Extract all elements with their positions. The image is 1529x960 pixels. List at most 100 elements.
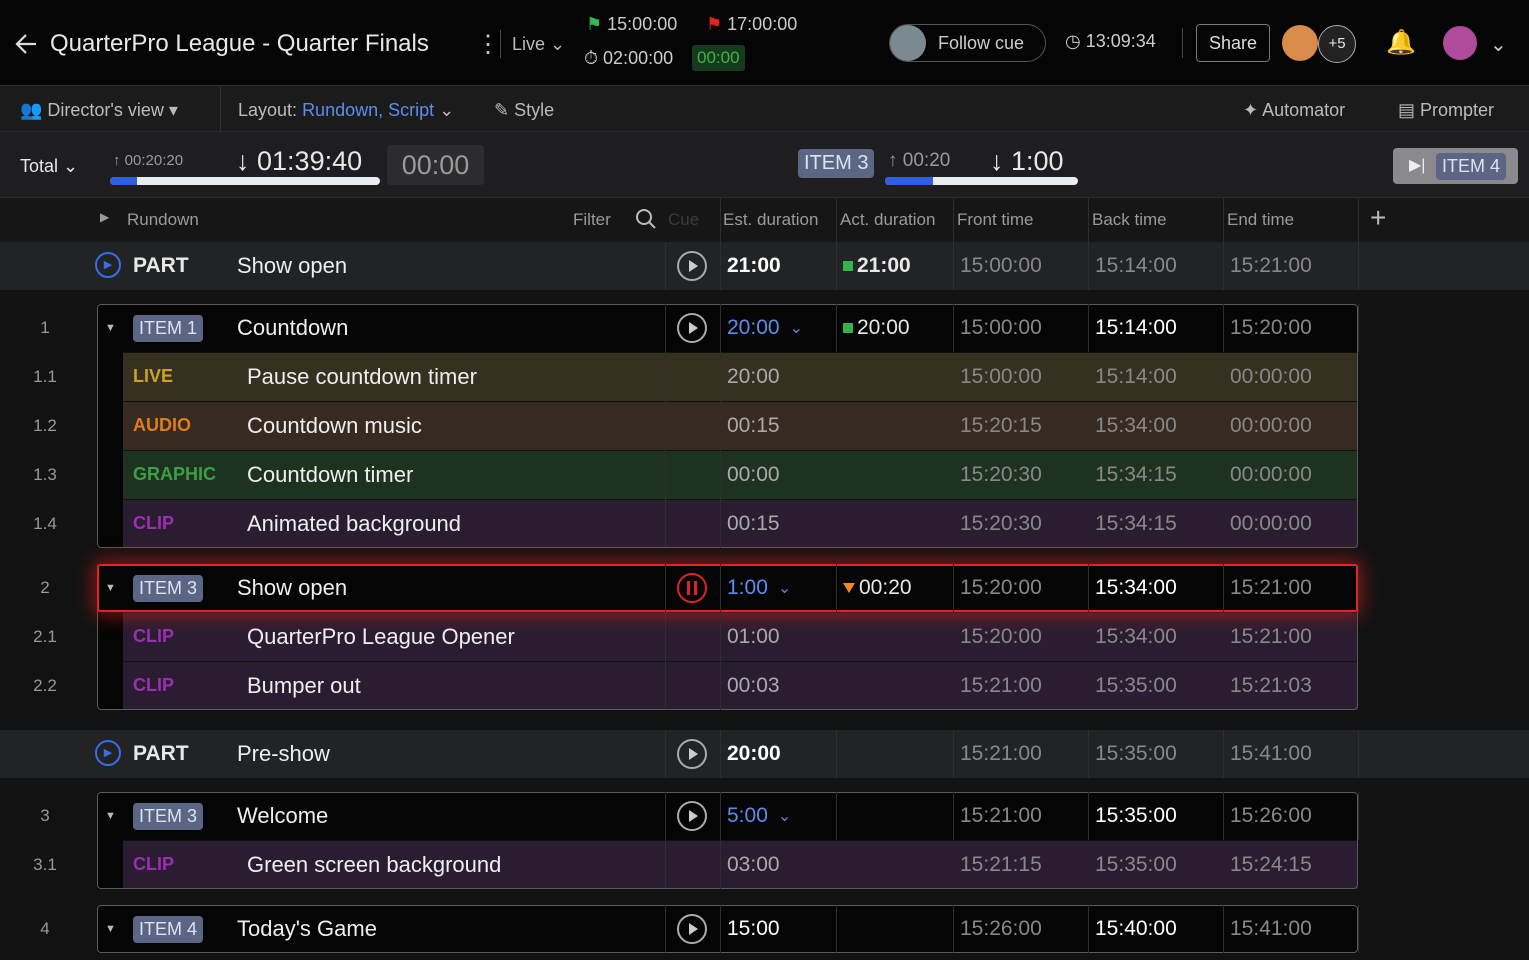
back-time: 15:34:00 — [1095, 576, 1177, 599]
sub-row[interactable]: 1.2 AUDIO Countdown music 00:15 15:20:15 15:3… — [0, 401, 1529, 450]
item-row[interactable]: 3 ▼ ITEM 3 Welcome 5:00 ⌄ 15:21:00 15:35:00 15:2… — [0, 792, 1529, 840]
column-divider — [720, 564, 721, 612]
column-divider — [665, 840, 666, 889]
sub-row[interactable]: 2.2 CLIP Bumper out 00:03 15:21:00 15:35:00 15… — [0, 661, 1529, 710]
notifications[interactable]: 🔔 — [1386, 29, 1416, 56]
end-time-value: 17:00:00 — [727, 14, 798, 34]
col-filter[interactable]: Filter — [573, 210, 611, 229]
clock: ◷ 13:09:34 — [1065, 31, 1156, 51]
item-elapsed: ↑ 00:20 — [888, 150, 951, 171]
est-duration: 20:00 — [727, 364, 780, 388]
column-divider — [1223, 242, 1224, 290]
cue-button[interactable] — [676, 312, 708, 344]
back-time: 15:34:00 — [1095, 413, 1177, 437]
extra-users[interactable]: +5 — [1318, 25, 1356, 63]
cue-button[interactable] — [676, 572, 708, 604]
collapse-icon[interactable]: ▼ — [105, 923, 116, 935]
search-icon[interactable] — [635, 208, 657, 230]
column-divider — [665, 905, 666, 953]
column-divider — [836, 564, 837, 612]
item-tag: ITEM 3 — [133, 574, 204, 602]
column-divider — [665, 304, 666, 352]
automator: Automator — [1262, 100, 1346, 120]
est-menu[interactable]: ⌄ — [777, 808, 792, 825]
est-cell: 1:00 ⌄ — [727, 564, 791, 612]
part-row[interactable]: ▶ PART Pre-show 20:00 15:21:00 15:35:00 15:41:… — [0, 730, 1529, 778]
follow-cue-button[interactable]: Follow cue — [889, 24, 1046, 62]
total-select[interactable]: Total ⌄ — [20, 156, 79, 176]
share-button[interactable]: Share — [1196, 24, 1270, 62]
row-bg — [97, 564, 1358, 612]
est-menu[interactable]: ⌄ — [777, 580, 792, 597]
item-row[interactable]: 4 ▼ ITEM 4 Today's Game 15:00 15:26:00 15:40:0… — [0, 905, 1529, 953]
act-duration: 00:20 — [859, 576, 912, 599]
user-avatar[interactable] — [1443, 26, 1477, 60]
end-time: 15:21:00 — [1230, 624, 1312, 648]
end-time: 15:41:00 — [1230, 742, 1312, 765]
sub-row[interactable]: 1.3 GRAPHIC Countdown timer 00:00 15:20:30 15… — [0, 450, 1529, 499]
toolbar: 👥 Director's view ▾ Layout: Rundown, Scr… — [0, 85, 1529, 132]
row-bg — [123, 840, 1358, 889]
column-divider — [1223, 304, 1224, 352]
sub-row[interactable]: 1.4 CLIP Animated background 00:15 15:20:30 1… — [0, 499, 1529, 548]
sub-row[interactable]: 1.1 LIVE Pause countdown timer 20:00 15:00:0… — [0, 352, 1529, 401]
follow-cue-label: Follow cue — [938, 33, 1025, 53]
collapse-icon[interactable]: ▼ — [105, 582, 116, 594]
style-button[interactable]: ✎ Style — [494, 100, 555, 120]
back-button[interactable] — [14, 32, 38, 56]
column-divider — [953, 730, 954, 778]
avatar — [890, 25, 926, 61]
sub-row[interactable]: 3.1 CLIP Green screen background 03:00 15:21… — [0, 840, 1529, 889]
automator-button[interactable]: ✦ Automator — [1243, 100, 1346, 120]
cue-button[interactable] — [676, 250, 708, 282]
back-time: 15:35:00 — [1095, 673, 1177, 697]
layout-select[interactable]: Layout: Rundown, Script ⌄ — [238, 100, 455, 120]
item-row[interactable]: 2 ▼ ITEM 3 Show open 1:00 ⌄ 00:20 15:20:00 15:34… — [0, 564, 1529, 612]
expand-icon[interactable]: ▶ — [100, 210, 110, 224]
title: Show open — [237, 253, 348, 278]
act-duration: 21:00 — [857, 254, 911, 277]
column-divider — [1358, 905, 1359, 953]
act-marker — [843, 323, 853, 333]
sub-row[interactable]: 2.1 CLIP QuarterPro League Opener 01:00 15:2… — [0, 612, 1529, 661]
cue-button[interactable] — [676, 913, 708, 945]
tag-cell: ITEM 1 — [133, 304, 204, 352]
act-marker — [843, 261, 853, 271]
type-tag: CLIP — [133, 626, 175, 646]
mode-select[interactable]: Live ⌄ — [512, 34, 566, 54]
part-row[interactable]: ▶ PART Show open 21:00 21:00 15:00:00 15:14:00… — [0, 242, 1529, 290]
est-duration: 00:03 — [727, 673, 780, 697]
est-menu[interactable]: ⌄ — [789, 320, 803, 337]
add-column[interactable]: + — [1370, 202, 1387, 233]
next-item-button[interactable]: ▶| ITEM 4 — [1393, 148, 1518, 184]
prompter-button[interactable]: ▤ Prompter — [1398, 100, 1495, 120]
row-number: 4 — [40, 919, 50, 938]
part-tag: PART — [133, 742, 189, 765]
back-time: 15:34:15 — [1095, 511, 1177, 535]
cue-button[interactable] — [676, 800, 708, 832]
collapse-icon[interactable]: ▼ — [105, 810, 116, 822]
column-divider — [665, 661, 666, 710]
est-duration: 03:00 — [727, 852, 780, 876]
item-row[interactable]: 1 ▼ ITEM 1 Countdown 20:00 ⌄ 20:00 15:00:00 15:1… — [0, 304, 1529, 352]
item-elapsed-value: 00:20 — [902, 150, 951, 171]
front-time: 15:21:15 — [960, 852, 1042, 876]
act-marker — [843, 583, 855, 593]
column-divider — [720, 304, 721, 352]
col-act: Act. duration — [840, 210, 936, 229]
cue-button[interactable] — [676, 738, 708, 770]
back-time: 15:35:00 — [1095, 742, 1177, 765]
part-icon[interactable]: ▶ — [95, 252, 121, 278]
part-icon[interactable]: ▶ — [95, 740, 121, 766]
collapse-icon[interactable]: ▼ — [105, 322, 116, 334]
more-menu[interactable]: ⋮ — [476, 31, 500, 58]
type-tag: CLIP — [133, 854, 175, 874]
column-divider — [720, 242, 721, 290]
title: Countdown music — [247, 412, 422, 438]
tag-cell: ITEM 3 — [133, 792, 204, 840]
user-menu[interactable]: ⌄ — [1490, 34, 1507, 56]
column-divider — [665, 499, 666, 548]
est-cell: 01:00 — [727, 612, 780, 661]
view-select[interactable]: 👥 Director's view ▾ — [20, 100, 178, 120]
